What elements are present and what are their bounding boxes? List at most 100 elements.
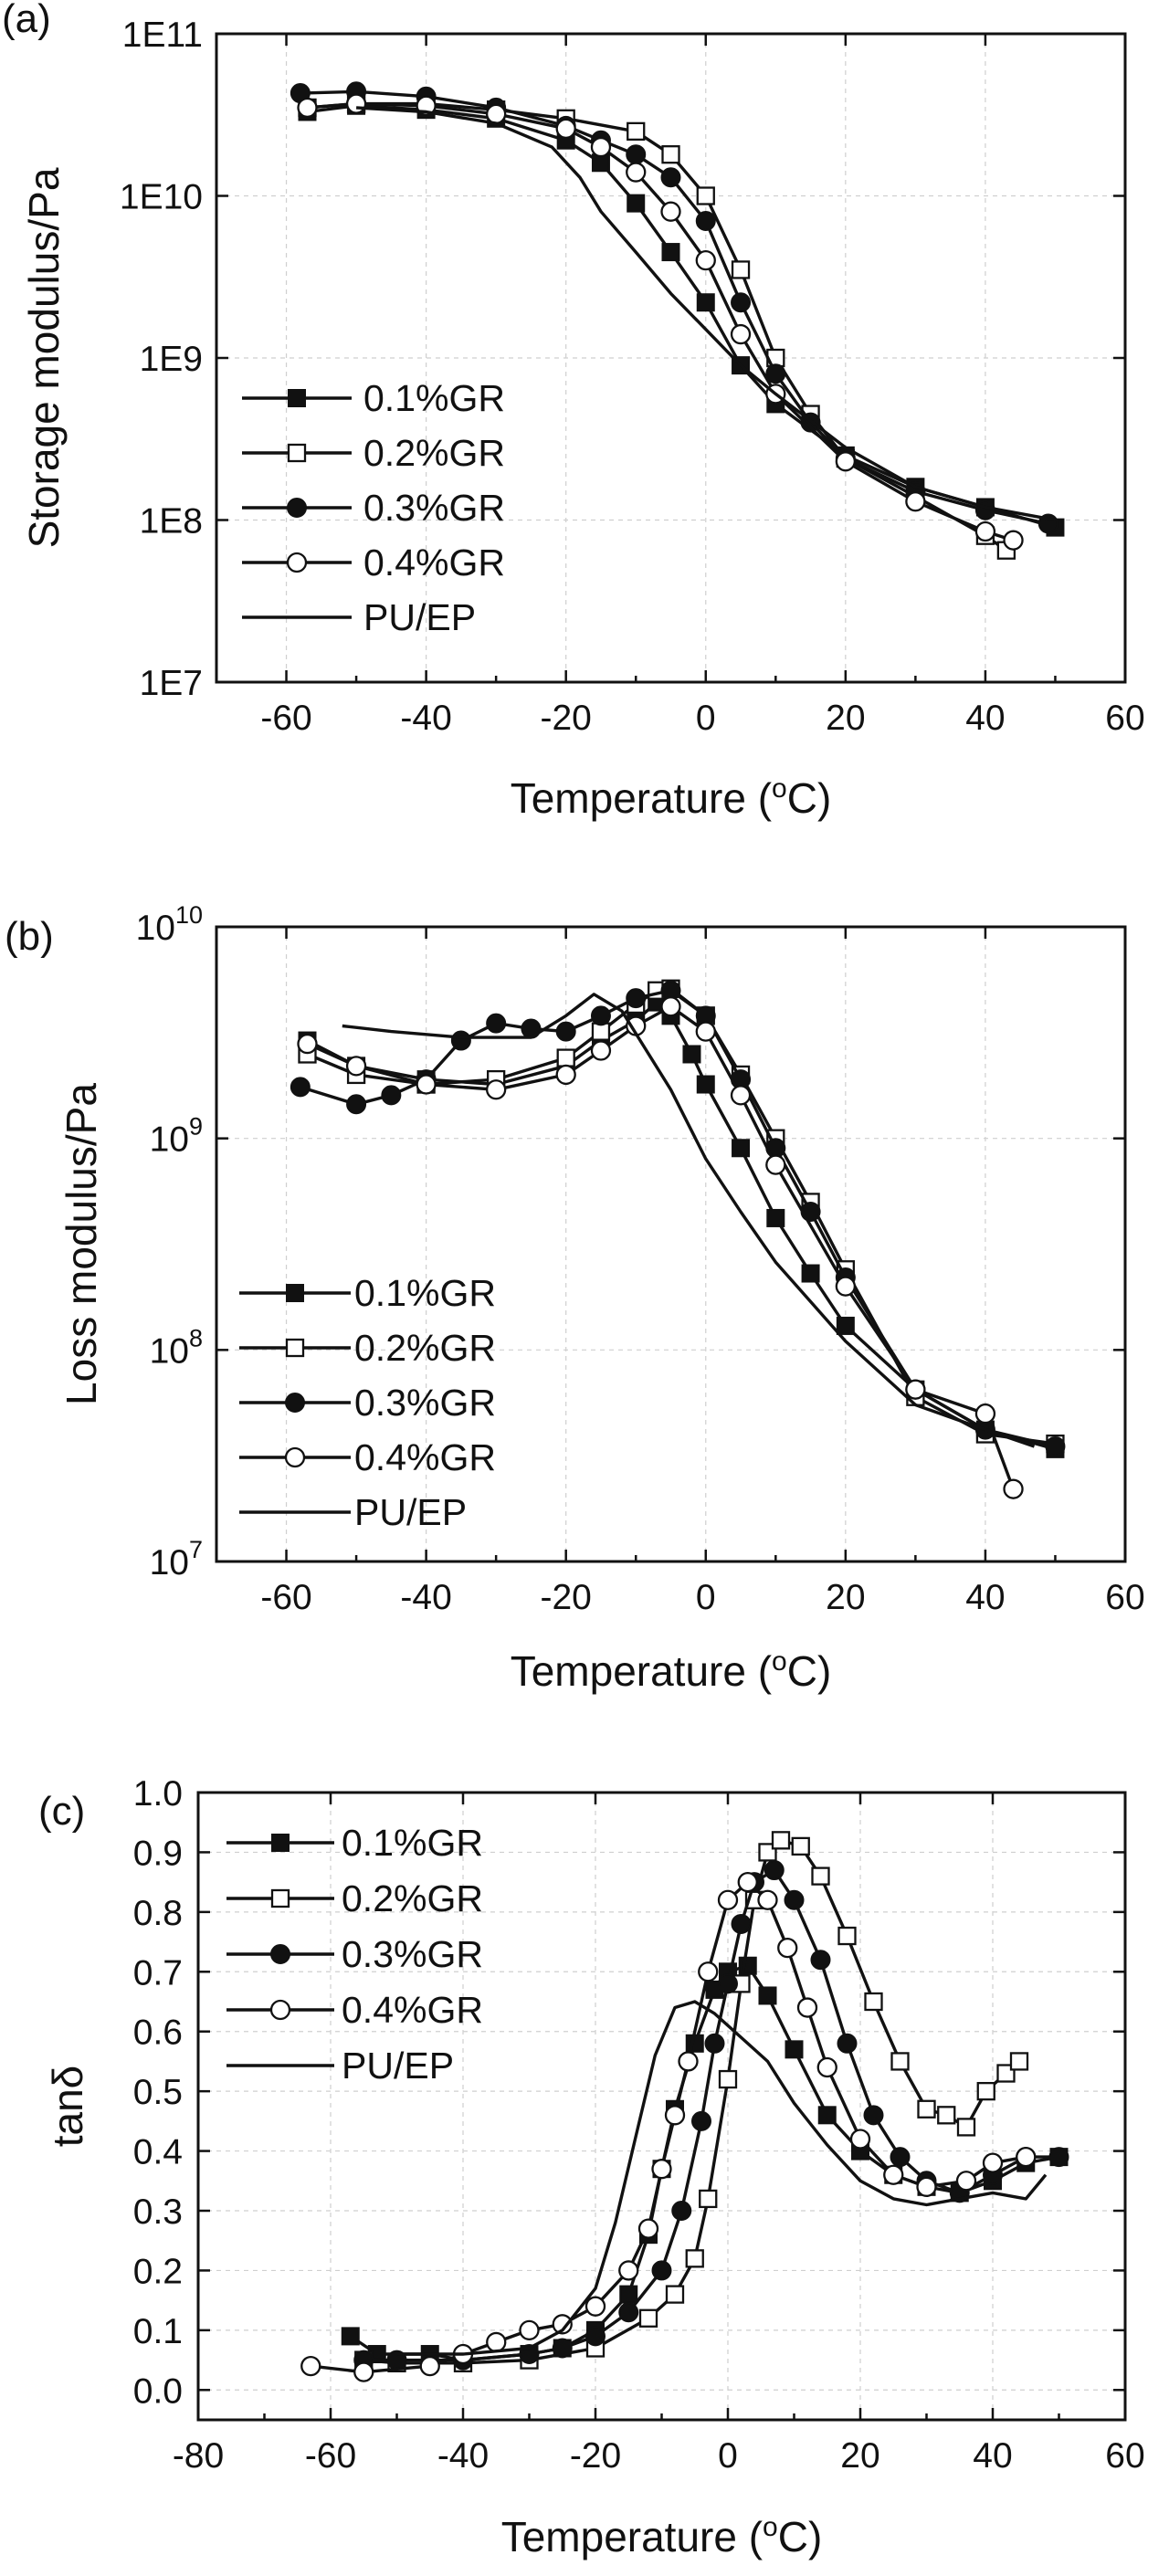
panel-c-point-02-14 [791, 1836, 810, 1856]
panel-b-xtick-label-4: 20 [826, 1578, 865, 1617]
panel-c-legend-marker-04 [269, 1999, 291, 2021]
panel-a-legend-marker-03 [287, 498, 307, 518]
panel-b-series-puep [342, 993, 1036, 1448]
panel-c-xtick-label-6: 40 [973, 2436, 1012, 2476]
panel-c-point-04-23 [955, 2171, 977, 2192]
panel-a-series-puep [355, 106, 1056, 522]
panel-c-point-02-8 [699, 2189, 718, 2209]
panel-a-point-04-9 [730, 323, 752, 345]
panel-b-legend-label-02: 0.2%GR [354, 1327, 496, 1369]
panel-b-point-04-4 [555, 1064, 576, 1086]
panel-b-point-03-4 [450, 1030, 471, 1051]
panel-a-series-04 [297, 93, 1024, 551]
panel-a-point-03-8 [695, 210, 716, 231]
panel-a-xtick-label-6: 60 [1105, 699, 1144, 738]
panel-c-legend-label-02: 0.2%GR [342, 1877, 483, 1919]
panel-c-series-04 [300, 1871, 1037, 2382]
panel-c-legend-label-04: 0.4%GR [342, 1989, 483, 2031]
panel-c-legend-marker-03 [270, 1944, 290, 1964]
panel-c-point-04-4 [486, 2331, 507, 2353]
panel-c-point-04-15 [737, 1871, 758, 1893]
panel-c-point-04-19 [816, 2056, 837, 2078]
panel-c-point-01-16 [785, 2040, 804, 2059]
panel-a-xtick-label-1: -40 [400, 699, 451, 738]
panel-c-ytick-label-7: 0.7 [133, 1953, 183, 1992]
panel-b-point-03-0 [290, 1077, 311, 1098]
panel-a-point-02-7 [696, 186, 715, 205]
panel-c-point-03-11 [718, 1973, 738, 1994]
panel-c-point-03-14 [764, 1860, 785, 1881]
panel-b-point-04-9 [730, 1085, 752, 1106]
panel-c-legend-marker-02 [270, 1888, 290, 1908]
panel-a-point-04-11 [835, 451, 856, 472]
panel-a-point-04-13 [974, 520, 996, 542]
panel-c-point-04-2 [419, 2355, 440, 2377]
panel-a-point-04-6 [626, 162, 647, 183]
panel-c-ytick-label-4: 0.4 [133, 2133, 183, 2172]
panel-c-point-02-13 [771, 1831, 791, 1850]
panel-c-point-04-5 [519, 2319, 540, 2341]
panel-c-point-02-9 [718, 2069, 738, 2089]
panel-c-xtick-label-2: -40 [437, 2436, 489, 2476]
panel-c-point-03-12 [731, 1913, 752, 1934]
panel-b-line-03 [300, 989, 1056, 1448]
panel-a-xtick-label-4: 20 [826, 699, 865, 738]
panel-a-legend-label-04: 0.4%GR [363, 541, 505, 584]
panel-c-point-04-12 [678, 2051, 699, 2072]
panel-c: -80 -60 -40 -20 0 20 40 60 0.0 0.1 0.2 0.3 0.4 0.5 0.6… [38, 1774, 1145, 2560]
panel-c-ytick-label-3: 0.3 [133, 2192, 183, 2232]
panel-c-point-02-6 [665, 2285, 685, 2304]
panel-c-plot-frame [196, 1791, 1127, 2422]
panel-c-point-04-13 [698, 1961, 719, 1982]
panel-b-point-01-13 [801, 1264, 820, 1283]
panel-b-xtick-label-3: 0 [696, 1578, 716, 1617]
panel-c-point-04-20 [849, 2129, 871, 2150]
panel-c-legend-label-01: 0.1%GR [342, 1822, 483, 1864]
panel-b-point-01-9 [682, 1045, 701, 1064]
panel-a-point-02-5 [627, 121, 646, 142]
panel-a-xtick-label-5: 40 [965, 699, 1005, 738]
panel-c-point-03-9 [691, 2110, 711, 2131]
panel-b-line-02 [306, 987, 1056, 1446]
panel-c-point-04-22 [916, 2176, 937, 2197]
panel-c-point-04-10 [651, 2159, 672, 2180]
panel-b-legend-marker-03 [285, 1393, 305, 1413]
panel-c-point-04-8 [618, 2260, 639, 2281]
panel-a-point-03-6 [626, 144, 647, 165]
panel-b-ytick-label-2: 109 [150, 1113, 203, 1160]
panel-a-legend-label-puep: PU/EP [363, 596, 476, 638]
panel-b-point-03-2 [381, 1085, 402, 1106]
panel-b-point-04-0 [297, 1033, 318, 1055]
panel-b-line-01 [306, 1000, 1056, 1451]
panel-c-point-03-15 [784, 1889, 805, 1910]
panel-c-point-02-15 [811, 1866, 830, 1886]
panel-a-ytick-label-2: 1E9 [140, 340, 203, 379]
panel-b-point-04-10 [765, 1154, 786, 1175]
panel-a-xtick-label-3: 0 [696, 699, 716, 738]
panel-a-legend-label-01: 0.1%GR [363, 377, 505, 419]
panel-b-point-03-5 [486, 1013, 507, 1034]
panel-b-line-puep [342, 993, 1036, 1448]
panel-c-series-puep [396, 2000, 1048, 2356]
panel-a-ytick-label-4: 1E11 [122, 16, 203, 55]
panel-c-point-03-5 [585, 2326, 606, 2347]
panel-c-point-01-7 [619, 2285, 638, 2304]
panel-b-point-03-7 [555, 1021, 576, 1042]
panel-c-xtick-label-7: 60 [1105, 2436, 1144, 2476]
panel-b-xtick-label-2: -20 [541, 1578, 592, 1617]
panel-c-point-03-16 [810, 1950, 831, 1971]
panel-c-ytick-label-5: 0.5 [133, 2073, 183, 2112]
panel-b-point-04-13 [974, 1403, 996, 1425]
panel-c-x-axis-label: Temperature (oC) [501, 2512, 823, 2560]
panel-a-line-puep [355, 106, 1056, 522]
panel-b-legend-marker-01 [286, 1284, 304, 1302]
panel-b-point-02-4 [556, 1048, 575, 1067]
panel-c-point-04-1 [353, 2361, 374, 2382]
panel-a-point-04-1 [345, 93, 367, 114]
panel-c-point-04-25 [1016, 2146, 1037, 2168]
panel-b-point-01-11 [732, 1139, 751, 1158]
panel-c-legend-marker-01 [271, 1834, 290, 1852]
panel-c-line-puep [396, 2000, 1048, 2356]
panel-b-point-01-14 [836, 1316, 855, 1335]
